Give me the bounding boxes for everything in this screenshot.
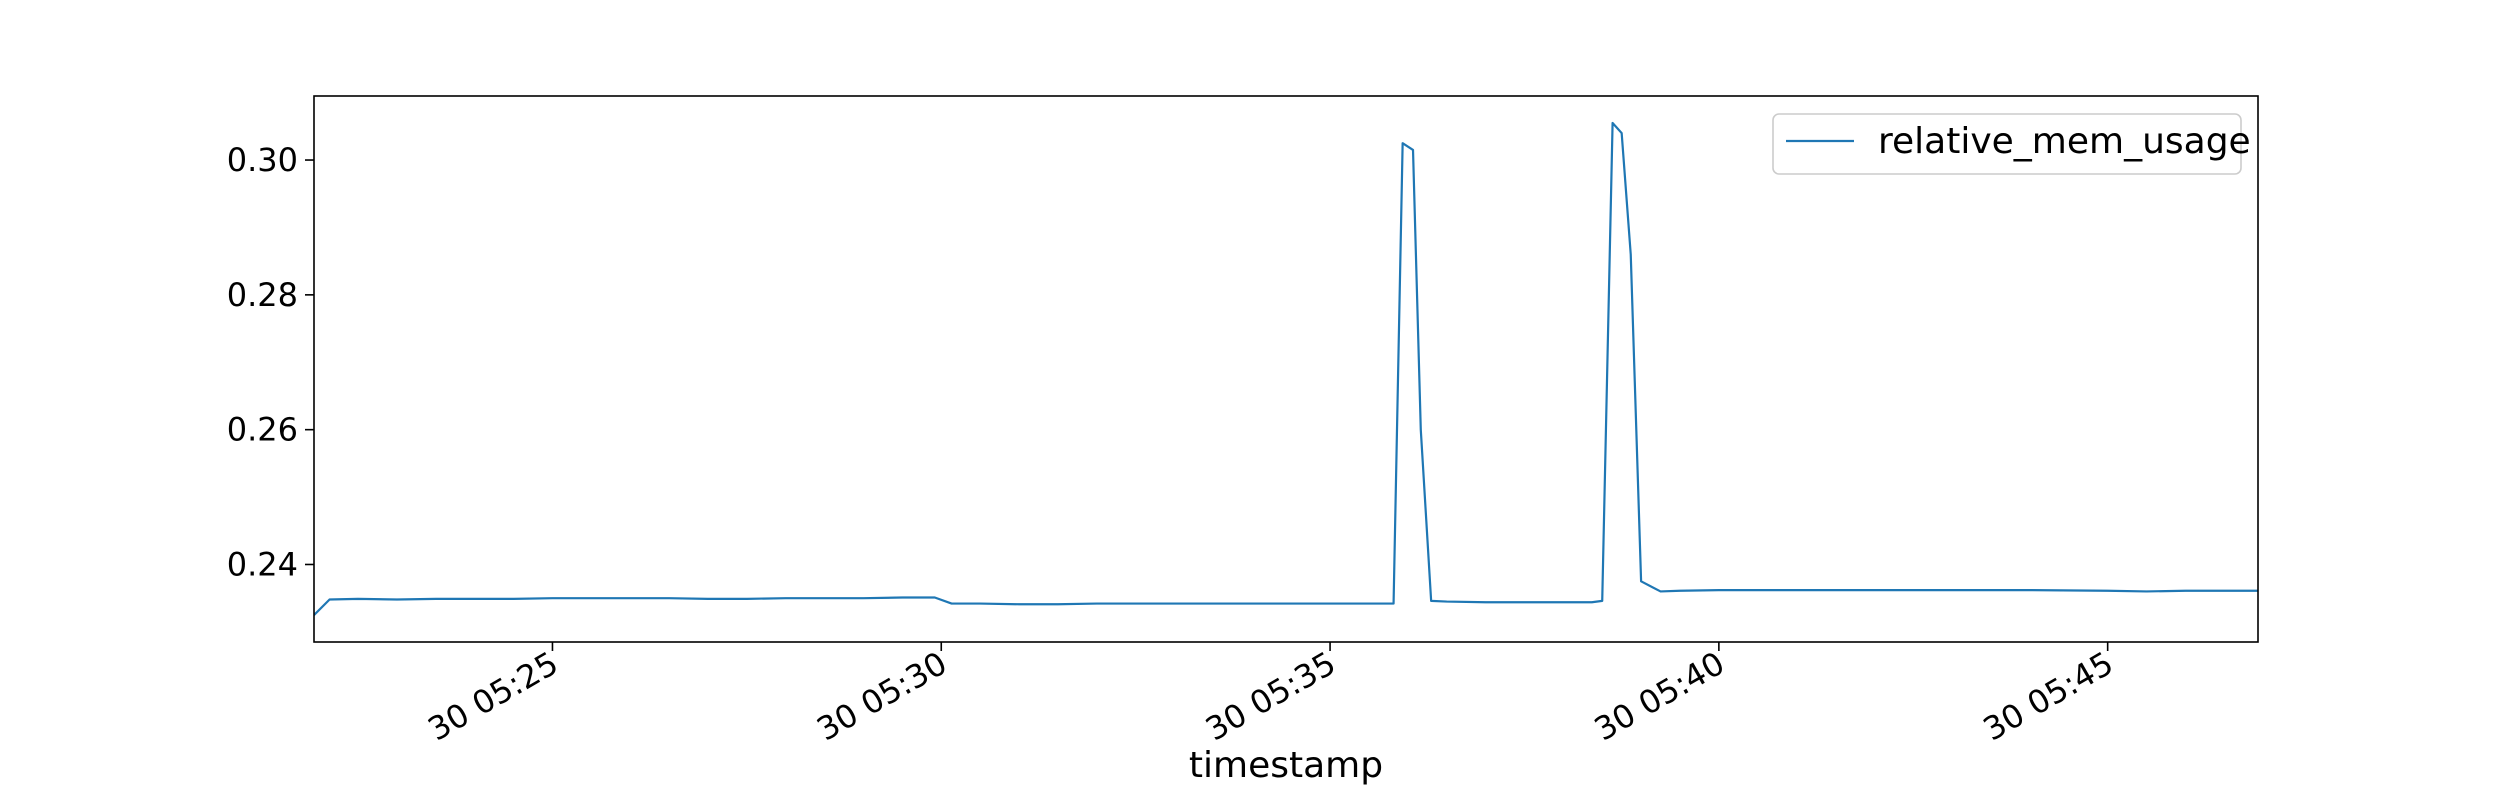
legend-box [1772,113,2242,175]
y-tick-label: 0.28 [227,276,298,314]
y-tick-label: 0.30 [227,141,298,179]
y-tick-label: 0.24 [227,545,298,583]
series-line [314,121,2258,616]
plot-frame [313,95,2259,643]
y-axis-ticks: 0.24 0.26 0.28 0.30 [227,141,314,583]
y-tick-label: 0.26 [227,411,298,449]
x-axis-label: timestamp [1189,745,1383,786]
legend: relative_mem_usage [1772,113,2251,175]
legend-label: relative_mem_usage [1878,121,2251,162]
